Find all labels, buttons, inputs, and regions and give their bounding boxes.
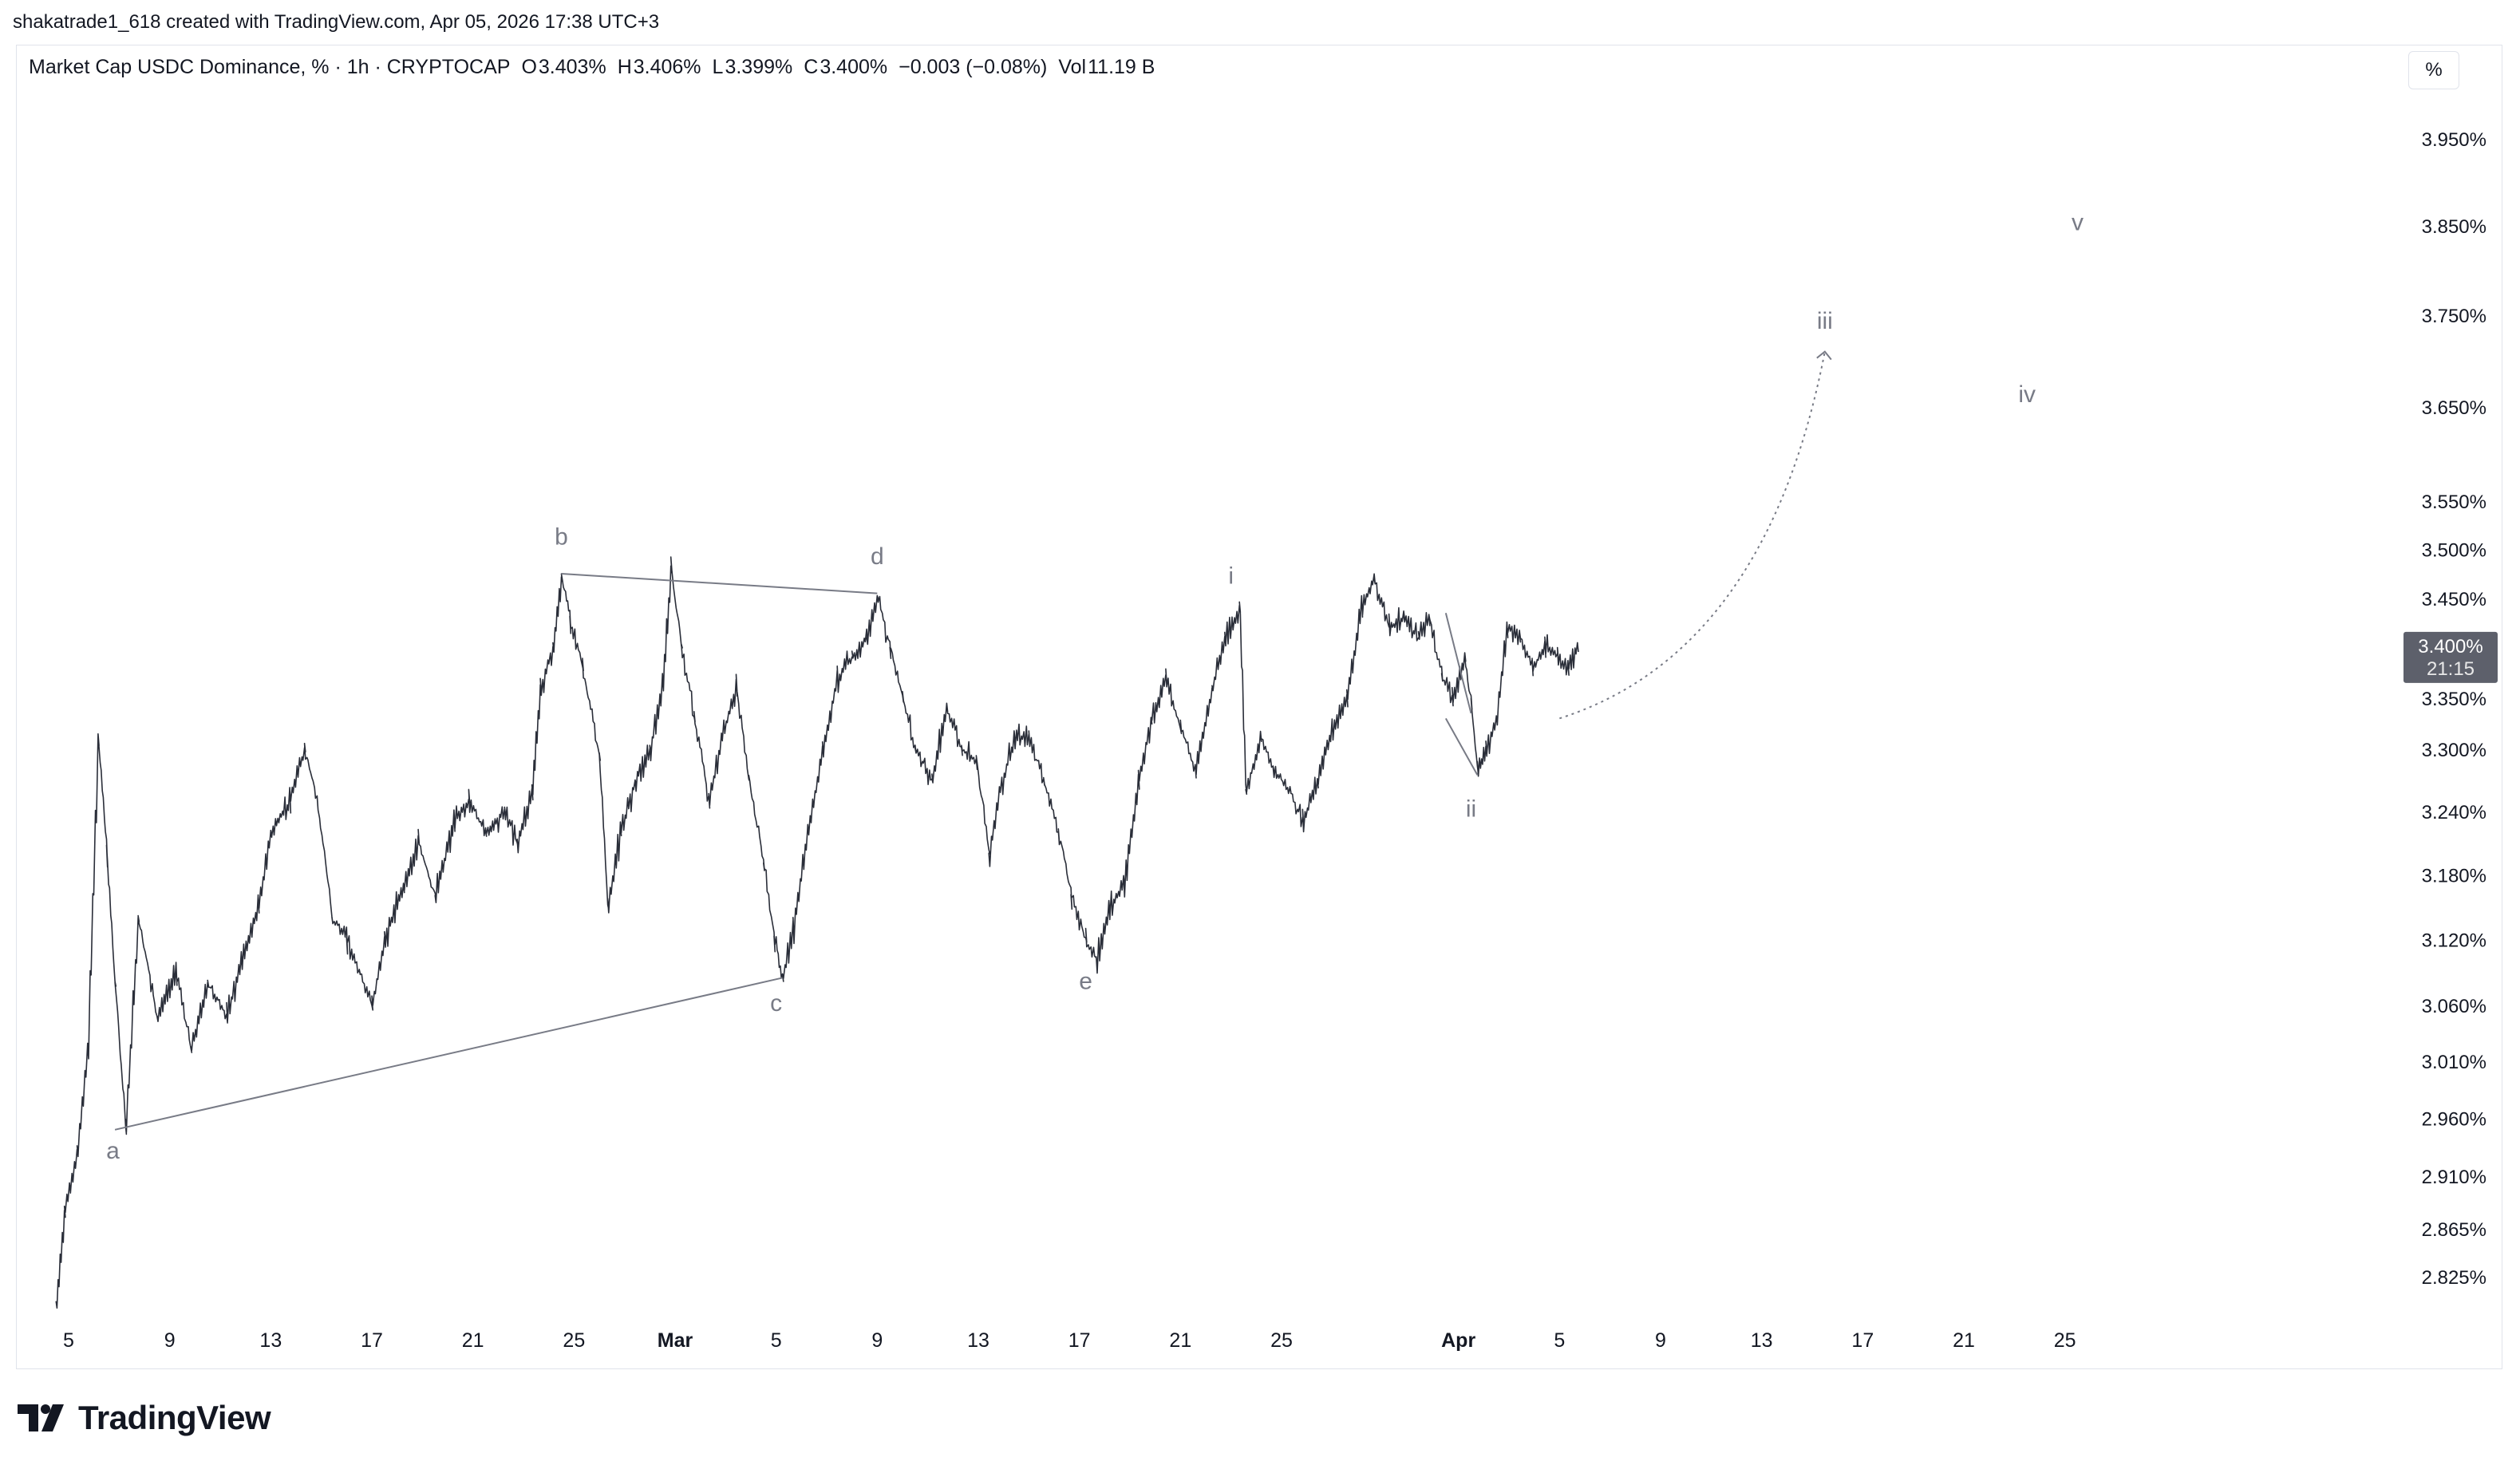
x-tick-label: 25: [563, 1329, 585, 1352]
y-tick-label: 3.240%: [2422, 802, 2486, 823]
wave-label-c: c: [770, 990, 782, 1017]
x-tick-label: 21: [1169, 1329, 1191, 1352]
wave-label-v: v: [2072, 210, 2084, 236]
trend-line-4: [1444, 717, 1479, 776]
projection-arrowhead: [1816, 350, 1832, 361]
symbol-legend: Market Cap USDC Dominance, % · 1h · CRYP…: [29, 56, 1155, 79]
y-tick-label: 3.120%: [2422, 930, 2486, 951]
time-axis[interactable]: 5 9 13 17 21 25 Mar 5 9 13 17 21 25 Apr 5 9 13 17 21 25: [63, 1329, 2076, 1352]
x-tick-label: 25: [2054, 1329, 2076, 1352]
y-tick-label: 3.750%: [2422, 306, 2486, 327]
x-tick-label: Apr: [1441, 1329, 1475, 1352]
trend-line-1: [114, 977, 783, 1131]
legend-vol-label: Vol: [1058, 56, 1087, 78]
x-tick-label: 5: [771, 1329, 782, 1352]
y-tick-label: 3.060%: [2422, 996, 2486, 1017]
x-tick-label: 17: [361, 1329, 383, 1352]
x-tick-label: 13: [259, 1329, 282, 1352]
y-tick-label: 2.825%: [2422, 1267, 2486, 1289]
wave-label-iii: iii: [1817, 308, 1833, 334]
chart-frame: [16, 45, 2502, 1369]
legend-open-label: O: [521, 56, 537, 78]
wave-label-e: e: [1079, 968, 1092, 994]
y-tick-label: 3.650%: [2422, 397, 2486, 419]
wave-label-iv: iv: [2018, 381, 2036, 408]
trend-line-2: [561, 573, 878, 594]
y-tick-label: 3.950%: [2422, 129, 2486, 151]
percent-scale-button[interactable]: %: [2408, 51, 2459, 89]
wave-label-i: i: [1228, 563, 1234, 589]
legend-change: −0.003 (−0.08%): [899, 56, 1048, 78]
legend-high-label: H: [617, 56, 632, 78]
x-tick-label: 9: [164, 1329, 176, 1352]
wave-label-b: b: [555, 523, 568, 550]
wave-label-a: a: [106, 1138, 120, 1164]
tradingview-logo-text: TradingView: [78, 1399, 271, 1436]
last-price-tag-bg: [2403, 631, 2498, 683]
tradingview-logo[interactable]: TradingView: [18, 1398, 271, 1438]
x-tick-label: 5: [63, 1329, 74, 1352]
legend-low: 3.399%: [725, 56, 793, 78]
wave-label-d: d: [871, 543, 884, 570]
price-line: [55, 556, 1579, 1309]
y-tick-label: 3.010%: [2422, 1052, 2486, 1073]
bar-countdown: 21:15: [2427, 658, 2475, 680]
x-tick-label: 17: [1851, 1329, 1874, 1352]
x-tick-label: 9: [1655, 1329, 1666, 1352]
y-tick-label: 3.350%: [2422, 689, 2486, 710]
x-tick-label: 21: [1953, 1329, 1975, 1352]
last-price-value: 3.400%: [2418, 636, 2482, 657]
y-tick-label: 2.910%: [2422, 1167, 2486, 1188]
x-tick-label: 9: [871, 1329, 883, 1352]
last-price-tag: 3.400% 21:15: [2403, 631, 2498, 683]
x-tick-label: 13: [1751, 1329, 1773, 1352]
legend-symbol[interactable]: Market Cap USDC Dominance, % · 1h · CRYP…: [29, 56, 511, 78]
y-tick-label: 3.550%: [2422, 492, 2486, 513]
legend-volume: 11.19 B: [1088, 56, 1155, 78]
tradingview-logo-icon: [18, 1404, 64, 1431]
legend-low-label: L: [712, 56, 724, 78]
wave-label-ii: ii: [1466, 796, 1476, 822]
drawings: [114, 350, 1832, 1131]
legend-open: 3.403%: [538, 56, 606, 78]
legend-close-label: C: [804, 56, 819, 78]
y-tick-label: 3.300%: [2422, 740, 2486, 761]
legend-high: 3.406%: [633, 56, 701, 78]
x-tick-label: 21: [462, 1329, 484, 1352]
price-axis[interactable]: 3.950% 3.850% 3.750% 3.650% 3.550% 3.500% 3.45…: [2422, 129, 2486, 1289]
legend-close: 3.400%: [820, 56, 888, 78]
chart-credit: shakatrade1_618 created with TradingView…: [13, 11, 660, 33]
x-tick-label: 13: [967, 1329, 989, 1352]
x-tick-label: 25: [1270, 1329, 1293, 1352]
y-tick-label: 3.180%: [2422, 865, 2486, 887]
x-tick-label: 5: [1554, 1329, 1565, 1352]
x-tick-label: Mar: [658, 1329, 693, 1352]
x-tick-label: 17: [1068, 1329, 1091, 1352]
y-tick-label: 3.500%: [2422, 540, 2486, 562]
y-tick-label: 2.960%: [2422, 1108, 2486, 1130]
projection-path: [1559, 351, 1826, 720]
y-tick-label: 3.450%: [2422, 589, 2486, 610]
trend-line-3: [1444, 613, 1472, 714]
y-tick-label: 3.850%: [2422, 216, 2486, 238]
price-series: [55, 556, 1579, 1309]
y-tick-label: 2.865%: [2422, 1219, 2486, 1241]
